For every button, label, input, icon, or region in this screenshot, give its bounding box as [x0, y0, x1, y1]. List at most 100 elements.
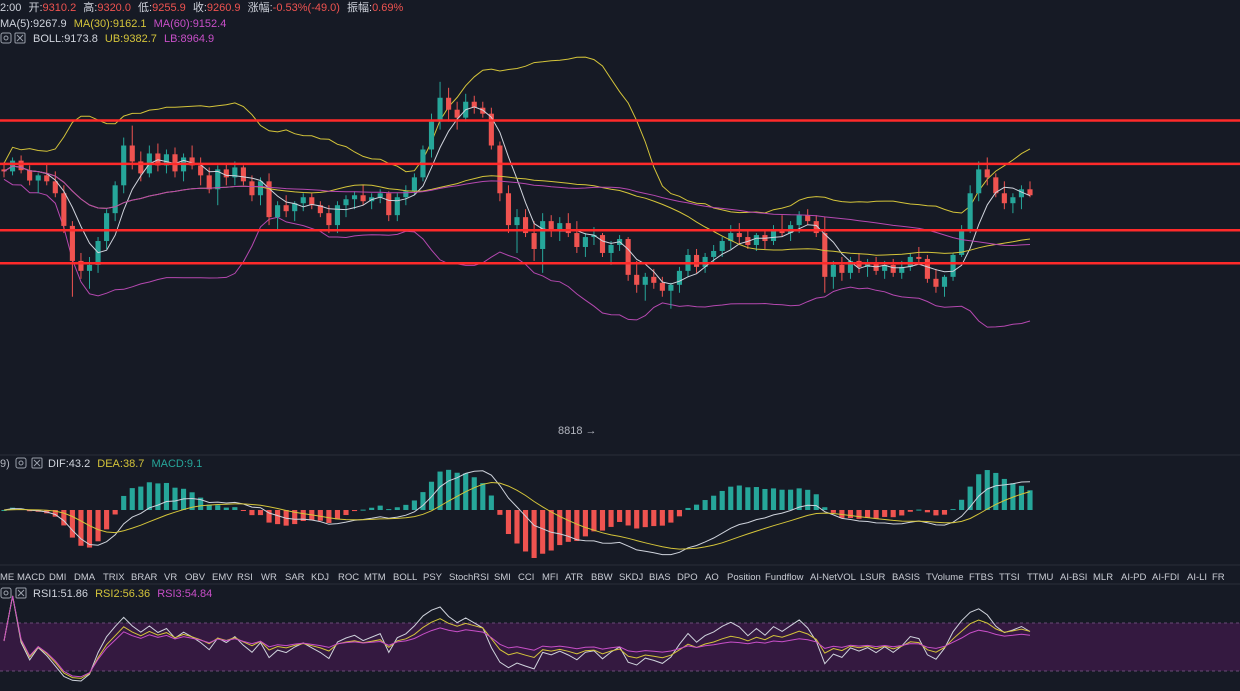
- indicator-tabs[interactable]: ME MACD DMI DMA TRIX BRAR VR OBV EMV RSI WR SAR KDJ R…: [0, 572, 1225, 583]
- tab-lsur[interactable]: LSUR: [860, 572, 885, 583]
- candle-body: [933, 278, 939, 287]
- settings-icon[interactable]: [15, 457, 27, 469]
- candle-body: [275, 205, 281, 218]
- tab-stochrsi[interactable]: StochRSI: [449, 572, 489, 583]
- tab-mfi[interactable]: MFI: [542, 572, 558, 583]
- rsi-legend-icons[interactable]: [0, 587, 27, 599]
- close-icon[interactable]: [31, 457, 43, 469]
- ma5-label: MA(5):: [0, 18, 33, 30]
- tab-cci[interactable]: CCI: [518, 572, 534, 583]
- candle-body: [676, 270, 683, 285]
- candle-body: [907, 256, 913, 267]
- macd-histogram-bar: [129, 488, 135, 510]
- tab-position[interactable]: Position: [727, 572, 761, 583]
- tab-brar[interactable]: BRAR: [131, 572, 158, 583]
- candle-body: [61, 193, 67, 226]
- dea-label: DEA:: [97, 458, 123, 470]
- tab-kdj[interactable]: KDJ: [311, 572, 329, 583]
- tab-mlr[interactable]: MLR: [1093, 572, 1113, 583]
- candle-body: [950, 254, 956, 277]
- tab-emv[interactable]: EMV: [212, 572, 233, 583]
- tab-tvolume[interactable]: TVolume: [926, 572, 964, 583]
- tab-mtm[interactable]: MTM: [364, 572, 386, 583]
- candle-body: [505, 193, 512, 226]
- macd-histogram-bar: [480, 483, 486, 510]
- macd-histogram-bar: [249, 510, 255, 516]
- tab-macd[interactable]: MACD: [17, 572, 45, 583]
- candle-body: [232, 167, 238, 178]
- low-label: 低:: [138, 1, 152, 14]
- macd-histogram-bar: [69, 510, 75, 538]
- tab-sar[interactable]: SAR: [285, 572, 305, 583]
- macd-histogram-bar: [497, 510, 503, 515]
- macd-histogram-bar: [104, 510, 110, 530]
- macd-histogram-bar: [522, 510, 529, 552]
- settings-icon[interactable]: [0, 32, 12, 44]
- tab-rsi[interactable]: RSI: [237, 572, 253, 583]
- settings-icon-dot: [18, 460, 24, 466]
- tab-basis[interactable]: BASIS: [892, 572, 920, 583]
- macd-histogram-bar: [847, 510, 854, 518]
- macd-histogram-bar: [890, 510, 896, 518]
- candle-body: [223, 169, 229, 178]
- close-icon-cross: [17, 589, 25, 597]
- candle-body: [360, 195, 366, 202]
- low-marker: 8818 →: [558, 425, 597, 437]
- tab-ai-bsi[interactable]: AI-BSI: [1060, 572, 1087, 583]
- macd-histogram-bar: [830, 510, 836, 513]
- tab-dmi[interactable]: DMI: [49, 572, 66, 583]
- tab-me[interactable]: ME: [0, 572, 14, 583]
- macd-histogram-bar: [856, 510, 862, 519]
- boll-legend-icons[interactable]: [0, 32, 26, 44]
- tab-fundflow[interactable]: Fundflow: [765, 572, 804, 583]
- tab-trix[interactable]: TRIX: [103, 572, 125, 583]
- tab-ai-netvol[interactable]: AI-NetVOL: [810, 572, 856, 583]
- tab-bias[interactable]: BIAS: [649, 572, 671, 583]
- candle-body: [830, 264, 836, 277]
- candle-body: [984, 169, 990, 178]
- tab-roc[interactable]: ROC: [338, 572, 359, 583]
- tab-ai-fdi[interactable]: AI-FDI: [1152, 572, 1179, 583]
- settings-icon[interactable]: [0, 587, 12, 599]
- tab-atr[interactable]: ATR: [565, 572, 583, 583]
- tab-vr[interactable]: VR: [164, 572, 177, 583]
- tab-fr[interactable]: FR: [1212, 572, 1225, 583]
- candle-body: [309, 197, 315, 206]
- macd-legend: DIF:43.2 DEA:38.7 MACD:9.1: [48, 458, 202, 470]
- macd-histogram-bar: [471, 477, 477, 510]
- close-icon[interactable]: [14, 32, 26, 44]
- tab-ai-li[interactable]: AI-LI: [1187, 572, 1207, 583]
- tab-obv[interactable]: OBV: [185, 572, 206, 583]
- ub-value: 9382.7: [123, 33, 157, 45]
- candle-body: [608, 245, 614, 253]
- dif-label: DIF:: [48, 458, 69, 470]
- tab-smi[interactable]: SMI: [494, 572, 511, 583]
- macd-histogram-bar: [232, 507, 238, 510]
- tab-ttsi[interactable]: TTSI: [999, 572, 1020, 583]
- change-value: -0.53%(-49.0): [273, 2, 340, 14]
- tab-dma[interactable]: DMA: [74, 572, 96, 583]
- macd-histogram-bar: [146, 482, 152, 510]
- ma60-line: [3, 165, 1031, 247]
- candle-body: [659, 282, 665, 291]
- tab-ao[interactable]: AO: [705, 572, 719, 583]
- tab-dpo[interactable]: DPO: [677, 572, 698, 583]
- macd-legend-icons[interactable]: [15, 457, 43, 469]
- macd-histogram-bar: [617, 510, 623, 522]
- candle-body: [129, 145, 135, 162]
- candle-body: [531, 233, 537, 249]
- close-icon[interactable]: [15, 587, 27, 599]
- macd-histogram-bar: [591, 510, 597, 532]
- tab-ttmu[interactable]: TTMU: [1027, 572, 1054, 583]
- candle-body: [1010, 197, 1016, 204]
- tab-boll[interactable]: BOLL: [393, 572, 417, 583]
- tab-wr[interactable]: WR: [261, 572, 277, 583]
- tab-bbw[interactable]: BBW: [591, 572, 613, 583]
- tab-ftbs[interactable]: FTBS: [969, 572, 993, 583]
- tab-ai-pd[interactable]: AI-PD: [1121, 572, 1146, 583]
- tab-skdj[interactable]: SKDJ: [619, 572, 644, 583]
- tab-psy[interactable]: PSY: [423, 572, 443, 583]
- boll-lines: [3, 56, 1031, 328]
